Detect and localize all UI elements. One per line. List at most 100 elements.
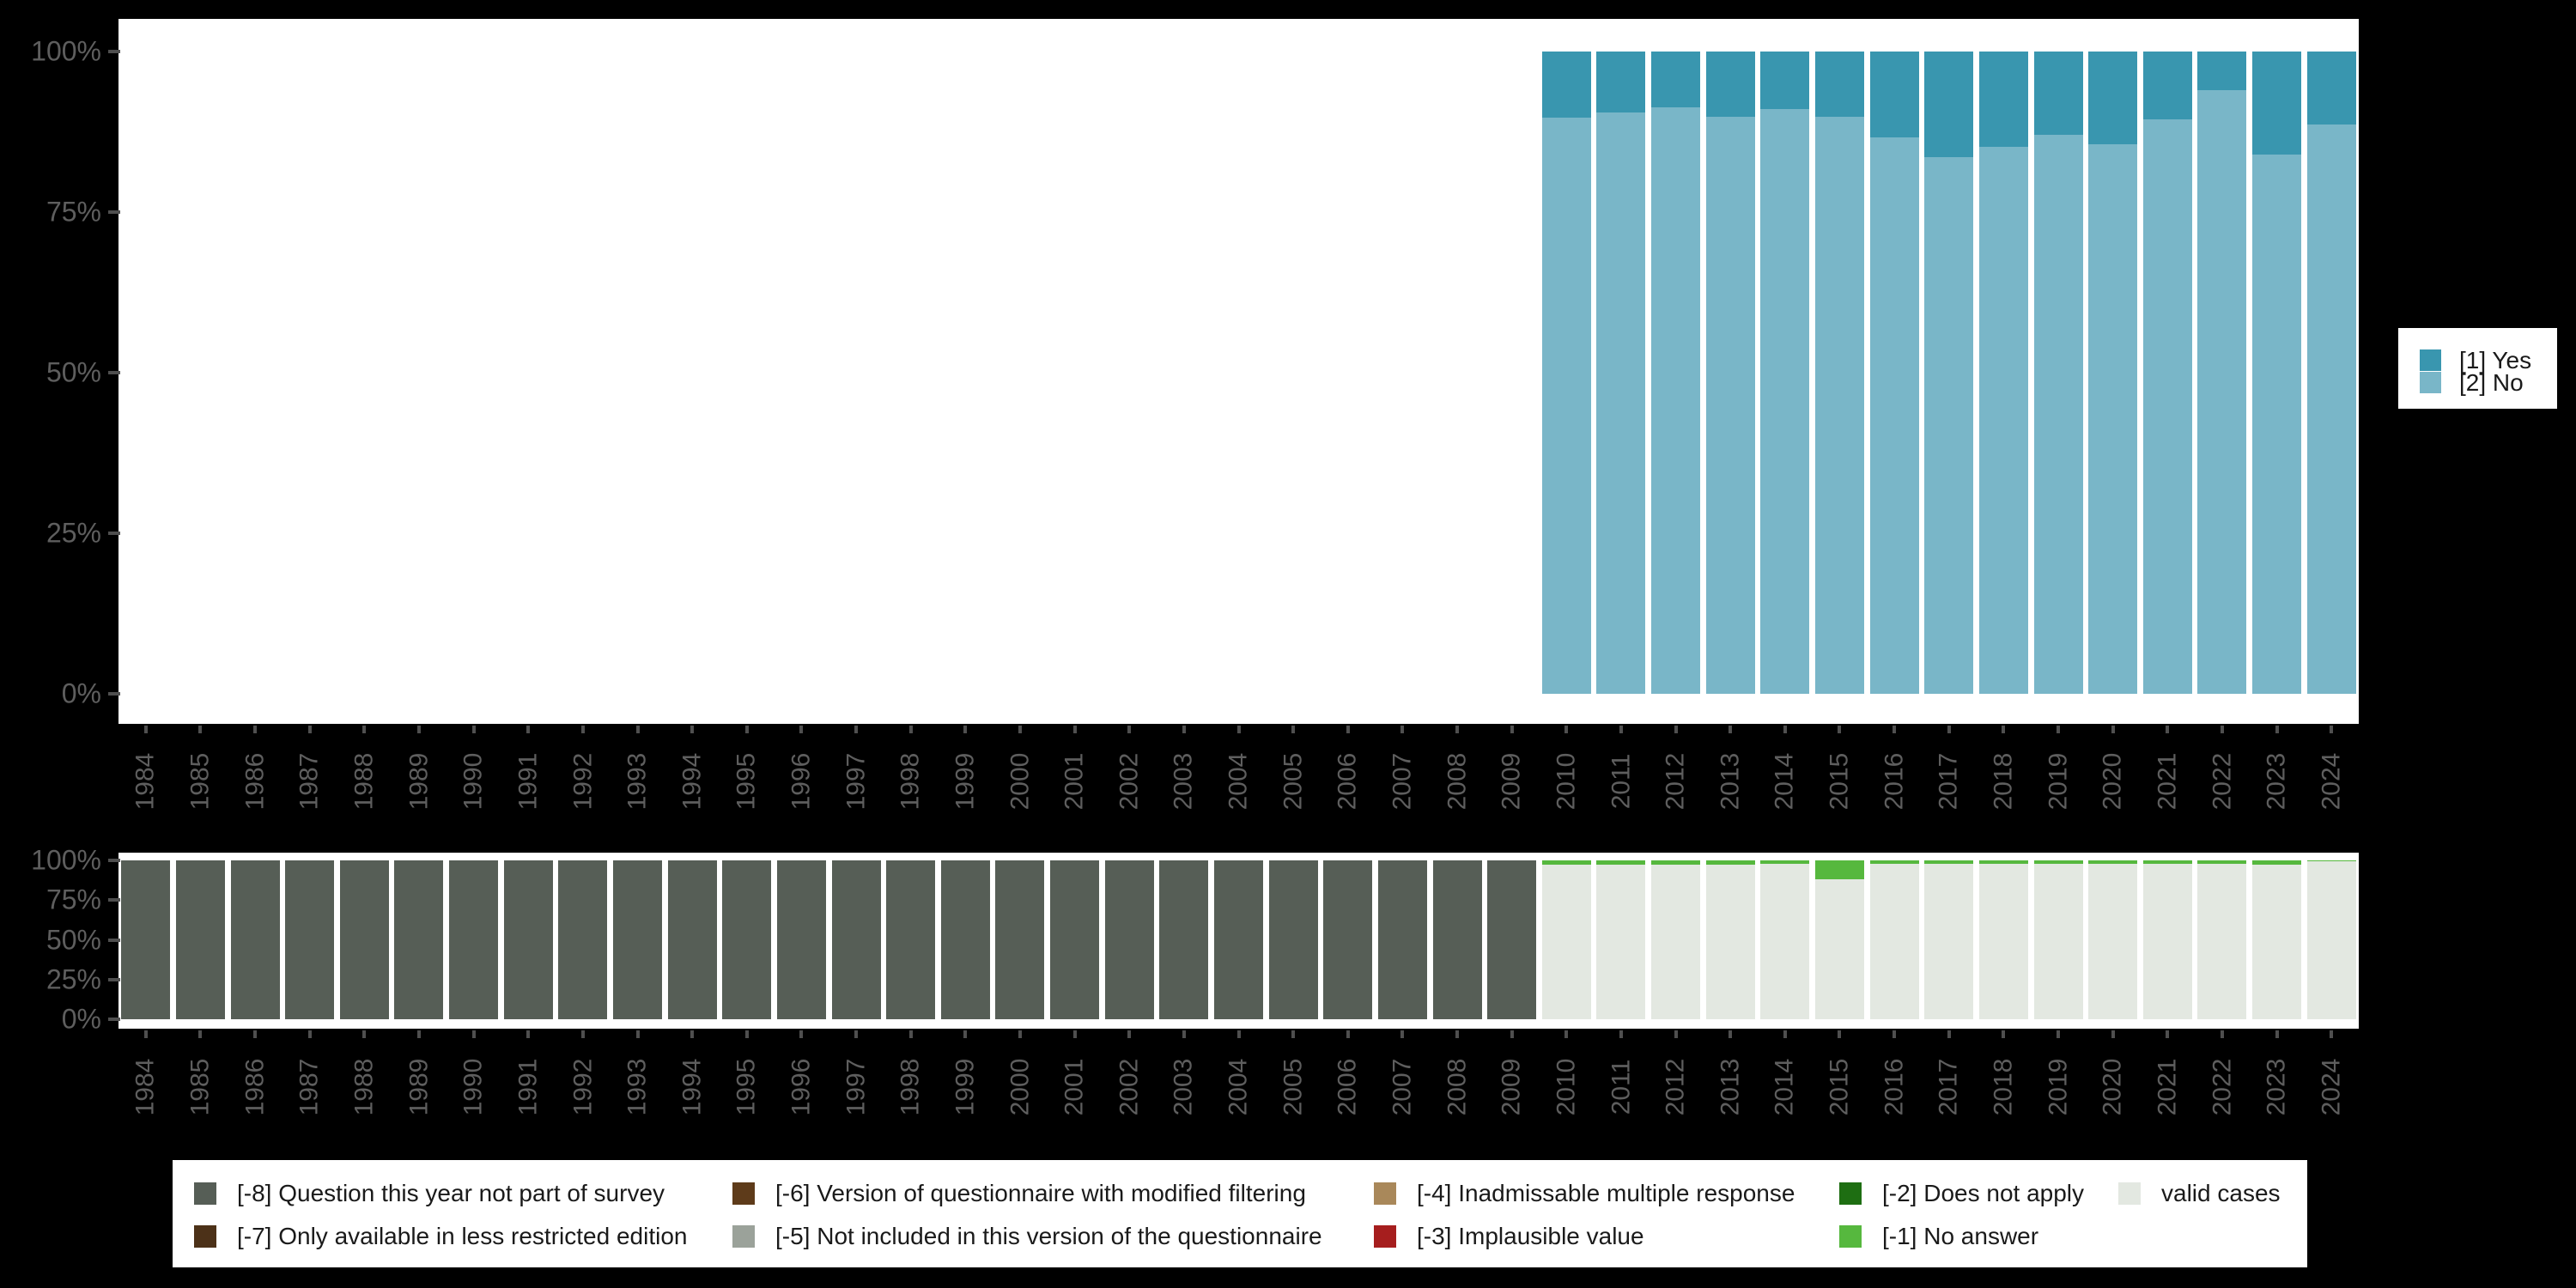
main-chart-legend: [1] Yes [2] No: [2398, 328, 2557, 409]
main-bar-2013-1-yes: [1705, 52, 1755, 117]
main-xlabel-1992: 1992: [568, 752, 597, 811]
missing-xlabel-2001: 2001: [1060, 1058, 1089, 1116]
missing-bar-1992-8-question-this-year-not-part-of-survey: [558, 860, 608, 1019]
main-ylabel-75: 75%: [46, 196, 101, 228]
main-ylabel-0: 0%: [61, 677, 101, 709]
missing-bar-1997-8-question-this-year-not-part-of-survey: [831, 860, 881, 1019]
missing-bar-2014-1-no-answer: [1760, 860, 1810, 865]
main-xlabel-1991: 1991: [513, 752, 543, 811]
missing-xtick-2000: [1018, 1030, 1022, 1038]
missing-bar-2024-1-no-answer: [2306, 860, 2356, 862]
missing-xtick-2011: [1619, 1030, 1623, 1038]
missing-values-legend: [-8] Question this year not part of surv…: [173, 1160, 2307, 1267]
missing-bar-1999-8-question-this-year-not-part-of-survey: [940, 860, 990, 1019]
main-xtick-2011: [1619, 726, 1623, 733]
missing-bar-2011-1-no-answer: [1596, 860, 1646, 866]
missing-xlabel-1994: 1994: [677, 1058, 707, 1116]
missing-bar-2016-1-no-answer: [1869, 860, 1919, 865]
missing-xlabel-2012: 2012: [1661, 1058, 1690, 1116]
main-xtick-1986: [253, 726, 258, 733]
missing-xlabel-2010: 2010: [1552, 1058, 1581, 1116]
missing-ylabel-100: 100%: [31, 844, 101, 876]
main-ytick-25: [108, 532, 120, 535]
missing-bar-2019-1-no-answer: [2033, 860, 2083, 864]
missing-xtick-2006: [1346, 1030, 1350, 1038]
main-xlabel-2021: 2021: [2153, 752, 2182, 811]
main-xlabel-2022: 2022: [2207, 752, 2236, 811]
missing-ytick-100: [108, 859, 120, 862]
main-bar-2023-2-no: [2252, 154, 2302, 694]
main-bar-2015-2-no: [1814, 117, 1864, 694]
missing-xtick-1991: [526, 1030, 531, 1038]
missing-bar-2021-valid-cases: [2142, 863, 2192, 1019]
missing-xtick-1986: [253, 1030, 258, 1038]
missing-xlabel-1997: 1997: [841, 1058, 871, 1116]
main-xtick-1996: [799, 726, 804, 733]
main-xtick-1991: [526, 726, 531, 733]
missing-xtick-2010: [1564, 1030, 1569, 1038]
missing-xlabel-1993: 1993: [623, 1058, 652, 1116]
main-bar-2018-1-yes: [1978, 52, 2028, 148]
missing-xlabel-2005: 2005: [1279, 1058, 1308, 1116]
legend-swatch-6-version: [732, 1182, 755, 1205]
missing-xtick-2008: [1455, 1030, 1460, 1038]
legend-label-5-not-inc: [-5] Not included in this version of the…: [775, 1223, 1322, 1249]
legend-label-4-inadmis: [-4] Inadmissable multiple response: [1417, 1180, 1795, 1206]
main-bar-2020-1-yes: [2088, 52, 2138, 145]
missing-xlabel-2014: 2014: [1770, 1058, 1799, 1116]
main-xtick-2008: [1455, 726, 1460, 733]
missing-xtick-2015: [1838, 1030, 1842, 1038]
legend-label-1-no-answ: [-1] No answer: [1882, 1223, 2039, 1249]
main-bar-2010-1-yes: [1541, 52, 1591, 118]
main-xtick-1992: [580, 726, 585, 733]
missing-xlabel-1991: 1991: [513, 1058, 543, 1116]
missing-xlabel-1990: 1990: [459, 1058, 488, 1116]
missing-bar-1984-8-question-this-year-not-part-of-survey: [121, 860, 171, 1019]
missing-xtick-2016: [1893, 1030, 1897, 1038]
missing-ytick-50: [108, 938, 120, 942]
missing-bar-1987-8-question-this-year-not-part-of-survey: [285, 860, 335, 1019]
legend-swatch-no: [2420, 372, 2441, 393]
missing-bar-2018-1-no-answer: [1978, 860, 2028, 864]
missing-xlabel-2022: 2022: [2207, 1058, 2236, 1116]
missing-xlabel-2009: 2009: [1497, 1058, 1526, 1116]
missing-xlabel-1985: 1985: [185, 1058, 215, 1116]
missing-bar-2006-8-question-this-year-not-part-of-survey: [1323, 860, 1373, 1019]
main-xlabel-2010: 2010: [1552, 752, 1581, 811]
legend-label-7-only-av: [-7] Only available in less restricted e…: [237, 1223, 688, 1249]
main-xlabel-2001: 2001: [1060, 752, 1089, 811]
main-xtick-2021: [2166, 726, 2170, 733]
legend-swatch-yes: [2420, 349, 2441, 371]
main-bar-2022-1-yes: [2197, 52, 2247, 90]
main-bar-2012-2-no: [1651, 107, 1701, 694]
main-xlabel-2018: 2018: [1989, 752, 2018, 811]
missing-xtick-1998: [908, 1030, 913, 1038]
missing-xtick-2020: [2111, 1030, 2115, 1038]
missing-xtick-2017: [1947, 1030, 1951, 1038]
missing-xlabel-2000: 2000: [1005, 1058, 1034, 1116]
legend-label-6-version: [-6] Version of questionnaire with modif…: [775, 1180, 1306, 1206]
main-xlabel-2014: 2014: [1770, 752, 1799, 811]
missing-xtick-1990: [471, 1030, 476, 1038]
missing-xlabel-1984: 1984: [131, 1058, 160, 1116]
main-xtick-1984: [143, 726, 148, 733]
missing-bar-2014-valid-cases: [1760, 864, 1810, 1019]
main-xlabel-1996: 1996: [787, 752, 816, 811]
missing-xtick-1999: [963, 1030, 968, 1038]
main-bar-2014-1-yes: [1760, 52, 1810, 110]
main-xtick-2016: [1893, 726, 1897, 733]
missing-chart-panel: [118, 853, 2359, 1029]
missing-xtick-1994: [690, 1030, 695, 1038]
main-xlabel-2020: 2020: [2098, 752, 2127, 811]
missing-bar-2016-valid-cases: [1869, 864, 1919, 1019]
legend-swatch-3-implaus: [1374, 1225, 1396, 1248]
main-xtick-2009: [1510, 726, 1514, 733]
missing-xlabel-2007: 2007: [1388, 1058, 1417, 1116]
main-xtick-1994: [690, 726, 695, 733]
main-xtick-2005: [1291, 726, 1296, 733]
missing-bar-2013-valid-cases: [1705, 864, 1755, 1019]
missing-bar-1988-8-question-this-year-not-part-of-survey: [339, 860, 389, 1019]
main-xlabel-2004: 2004: [1224, 752, 1253, 811]
missing-bar-2001-8-question-this-year-not-part-of-survey: [1050, 860, 1100, 1019]
missing-bar-2000-8-question-this-year-not-part-of-survey: [995, 860, 1045, 1019]
